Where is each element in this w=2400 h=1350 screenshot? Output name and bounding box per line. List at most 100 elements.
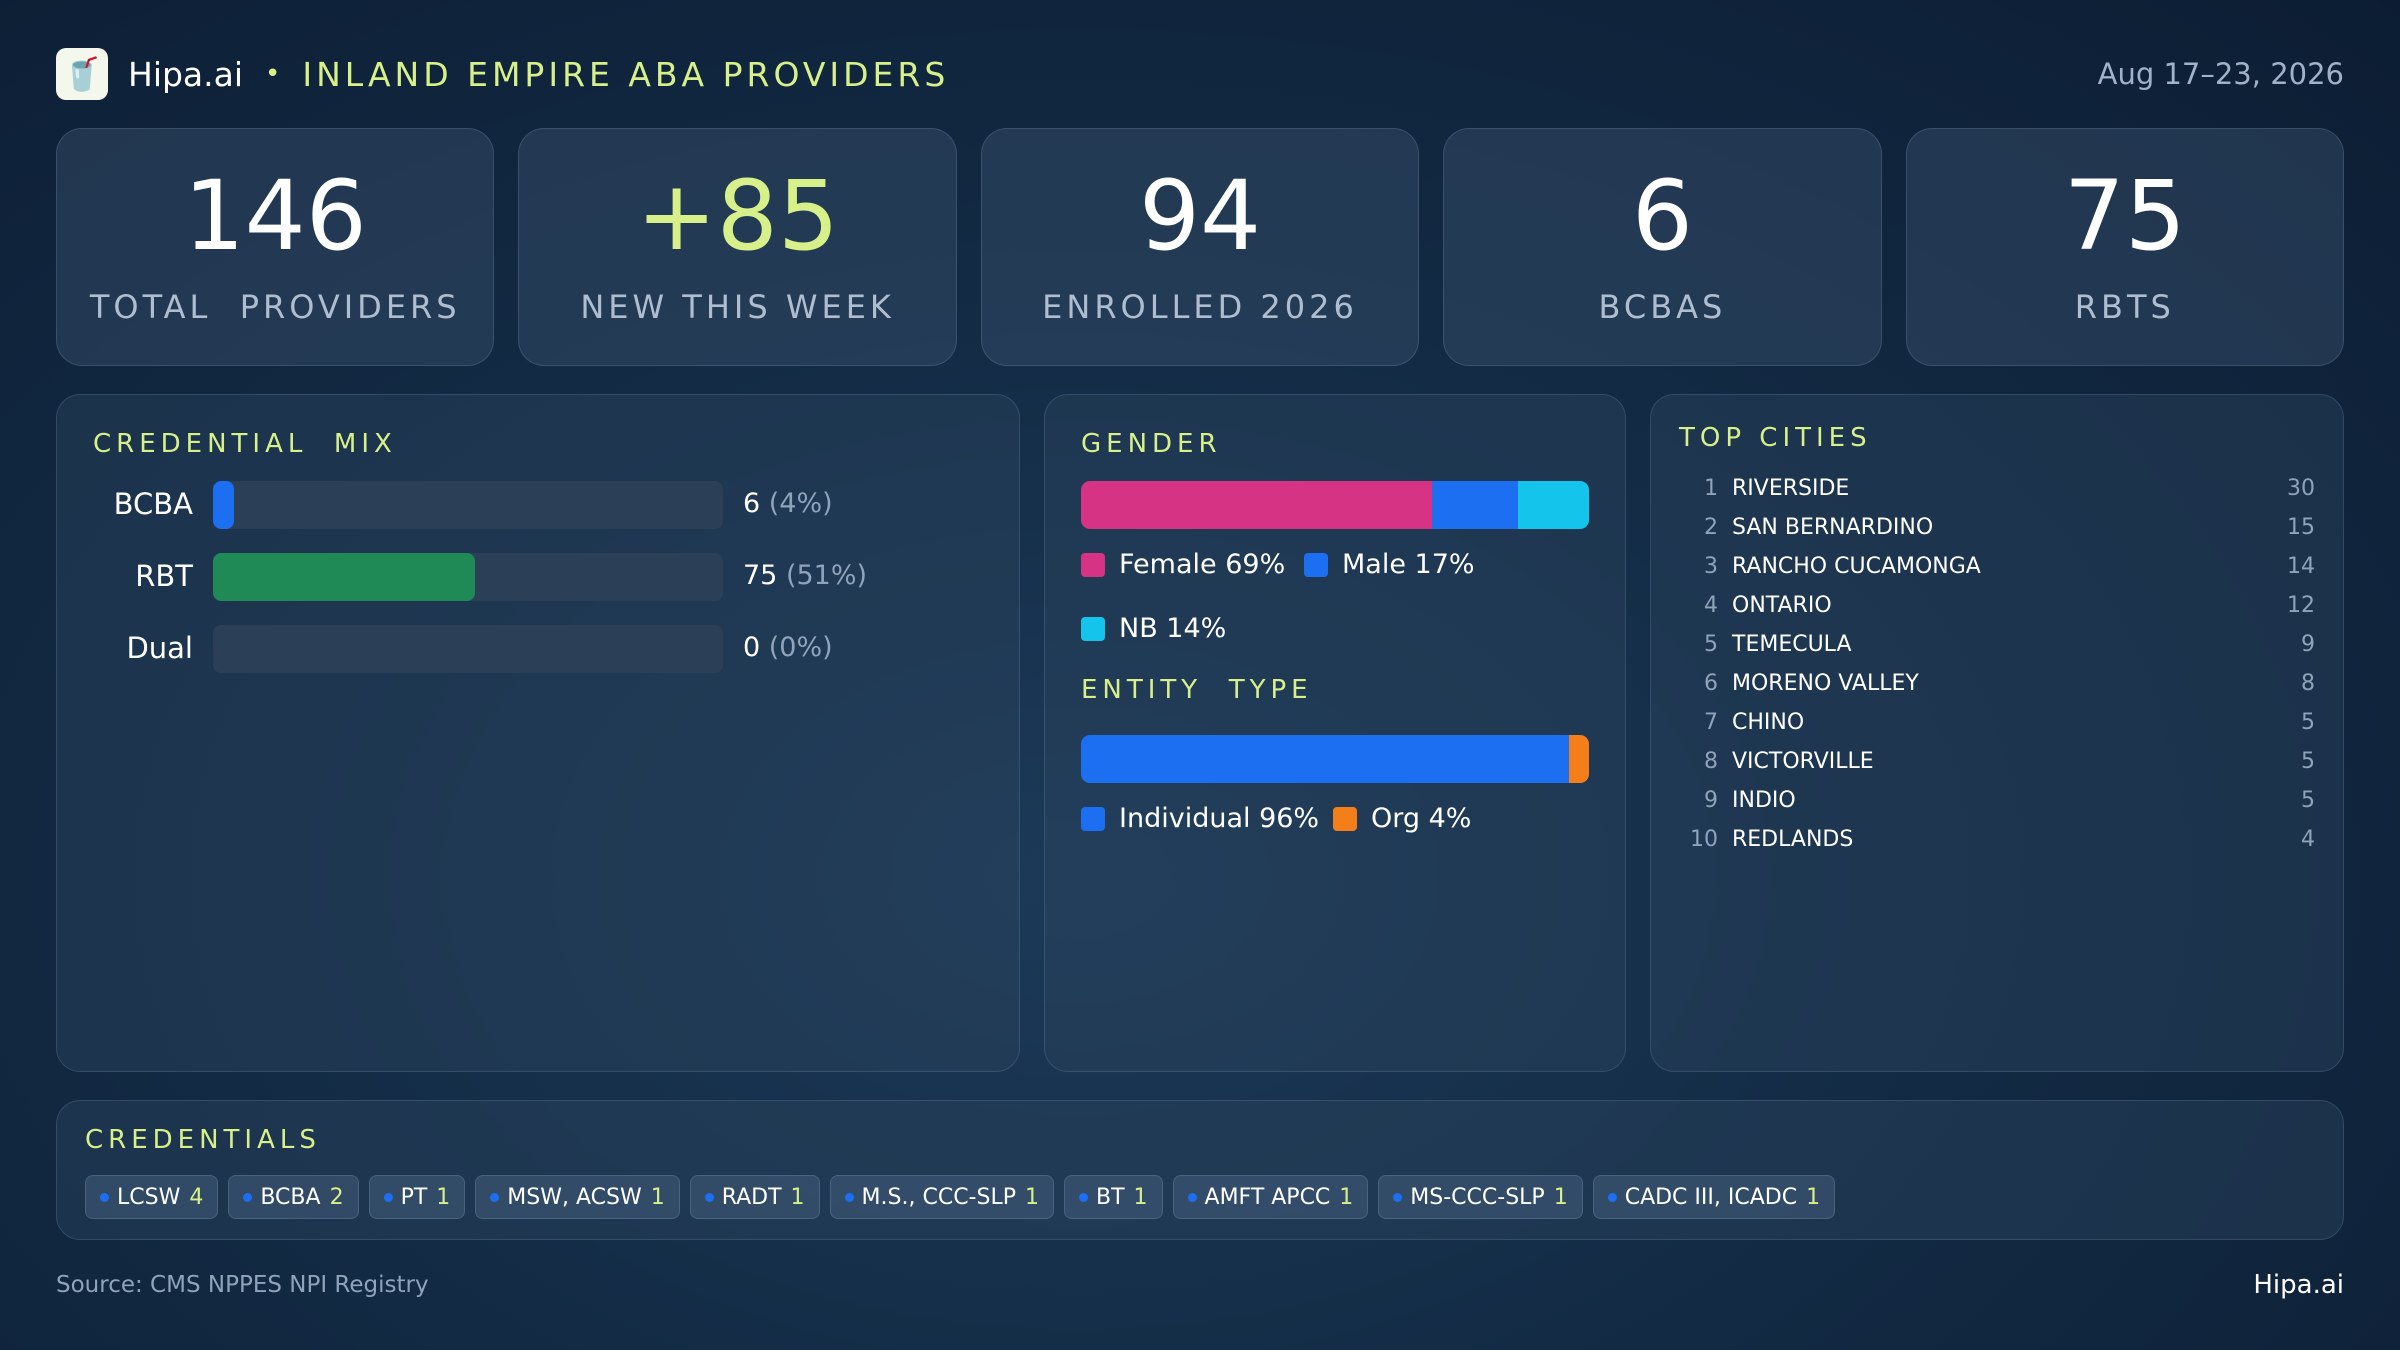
city-count: 12 — [2287, 593, 2315, 618]
legend-item: Org 4% — [1333, 803, 1471, 834]
chip-count: 1 — [650, 1184, 665, 1210]
kpi-value: 146 — [183, 160, 367, 272]
credential-mix-panel: CREDENTIAL MIX BCBA 6 (4%) RBT 75 (51%) Dual… — [56, 394, 1020, 1072]
bar-segment — [1081, 735, 1569, 783]
credential-chip: LCSW 4 — [85, 1175, 219, 1219]
credential-chip: MSW, ACSW 1 — [475, 1175, 680, 1219]
chip-label: MS-CCC-SLP — [1410, 1184, 1545, 1210]
bar — [213, 481, 234, 529]
city-name: REDLANDS — [1732, 827, 1854, 852]
panel-title: CREDENTIALS — [85, 1125, 321, 1155]
list-item: 9 INDIO 5 — [1651, 781, 2343, 820]
dot-icon — [490, 1192, 500, 1202]
dot-icon — [1607, 1192, 1617, 1202]
kpi-value: 75 — [2063, 160, 2186, 272]
footer-brand: Hipa.ai — [2253, 1270, 2344, 1300]
city-count: 8 — [2301, 671, 2315, 696]
dot-icon — [844, 1192, 854, 1202]
bar-track — [213, 553, 723, 601]
dot-icon — [1078, 1192, 1088, 1202]
chip-label: PT — [400, 1184, 428, 1210]
source-note: Source: CMS NPPES NPI Registry — [56, 1272, 429, 1298]
panel-title: TOP CITIES — [1679, 423, 1872, 453]
list-item: 4 ONTARIO 12 — [1651, 586, 2343, 625]
chip-label: LCSW — [117, 1184, 181, 1210]
credential-chip: AMFT APCC 1 — [1172, 1175, 1369, 1219]
kpi-card-rbts: 75 RBTS — [1905, 128, 2345, 366]
chip-label: RADT — [721, 1184, 782, 1210]
list-item: 2 SAN BERNARDINO 15 — [1651, 508, 2343, 547]
city-name: ONTARIO — [1732, 593, 1832, 618]
credential-chip: BT 1 — [1063, 1175, 1163, 1219]
chip-count: 1 — [1806, 1184, 1821, 1210]
bar-segment — [1517, 481, 1589, 529]
list-item: 6 MORENO VALLEY 8 — [1651, 664, 2343, 703]
legend-label: Org 4% — [1371, 803, 1472, 834]
chip-count: 1 — [790, 1184, 805, 1210]
legend-item: Female 69% — [1081, 549, 1285, 580]
kpi-value: 94 — [1138, 160, 1262, 272]
chip-label: AMFT APCC — [1204, 1184, 1331, 1210]
chip-label: BCBA — [260, 1184, 321, 1210]
dot-icon — [100, 1192, 109, 1202]
city-name: TEMECULA — [1732, 632, 1852, 657]
kpi-card-bcbas: 6 BCBAS — [1443, 128, 1882, 366]
chip-label: MSW, ACSW — [507, 1184, 642, 1210]
kpi-label: ENROLLED 2026 — [1042, 288, 1358, 326]
legend-label: Male 17% — [1342, 549, 1475, 580]
gender-entity-panel: GENDER Female 69% Male 17% NB 14% ENTITY T… — [1044, 394, 1626, 1072]
bar-track — [213, 481, 723, 529]
city-rank: 3 — [1704, 554, 1718, 579]
chip-count: 1 — [436, 1184, 451, 1210]
credentials-panel: CREDENTIALS LCSW 4 BCBA 2 PT 1 MSW, ACSW 1 RADT 1… — [56, 1100, 2344, 1240]
legend-swatch — [1304, 552, 1328, 577]
credential-chip: CADC III, ICADC 1 — [1592, 1175, 1836, 1219]
legend-label: Individual 96% — [1119, 803, 1320, 834]
percent-text: (0%) — [768, 632, 833, 663]
credential-chip: BCBA 2 — [228, 1175, 359, 1219]
chip-count: 1 — [1024, 1184, 1039, 1210]
credential-chip: M.S., CCC-SLP 1 — [829, 1175, 1054, 1219]
city-count: 5 — [2301, 749, 2315, 774]
legend-swatch — [1333, 806, 1357, 831]
value-text: 6 — [743, 488, 769, 519]
city-count: 15 — [2287, 515, 2315, 540]
chip-label: CADC III, ICADC — [1624, 1184, 1798, 1210]
city-rank: 5 — [1704, 632, 1718, 657]
legend-swatch — [1081, 616, 1105, 641]
kpi-card-total-providers: 146 TOTAL PROVIDERS — [56, 128, 495, 366]
stacked-bar — [1081, 735, 1589, 783]
city-name: INDIO — [1732, 788, 1796, 813]
city-rank: 6 — [1704, 671, 1718, 696]
chip-count: 1 — [1339, 1184, 1354, 1210]
panel-title: ENTITY TYPE — [1081, 675, 1313, 705]
city-count: 30 — [2287, 476, 2315, 501]
dot-icon — [383, 1192, 393, 1202]
city-name: RANCHO CUCAMONGA — [1732, 554, 1981, 579]
title-separator: • — [265, 59, 281, 89]
chip-count: 1 — [1553, 1184, 1568, 1210]
city-count: 5 — [2301, 710, 2315, 735]
bar-segment — [1431, 481, 1518, 529]
kpi-label: BCBAS — [1598, 288, 1727, 326]
credential-chips: LCSW 4 BCBA 2 PT 1 MSW, ACSW 1 RADT 1 M.S., CCC-SL… — [85, 1175, 1836, 1219]
percent-text: (4%) — [768, 488, 833, 519]
brand-name: Hipa.ai — [128, 54, 244, 94]
city-count: 5 — [2301, 788, 2315, 813]
city-name: CHINO — [1732, 710, 1805, 735]
city-rank: 1 — [1704, 476, 1718, 501]
date-range: Aug 17–23, 2026 — [2097, 57, 2344, 91]
bar — [213, 553, 475, 601]
city-count: 4 — [2301, 827, 2315, 852]
kpi-card-enrolled: 94 ENROLLED 2026 — [980, 128, 1420, 366]
city-name: RIVERSIDE — [1732, 476, 1850, 501]
data-label: 75 (51%) — [743, 560, 867, 591]
panel-title: GENDER — [1081, 429, 1222, 459]
list-item: 10 REDLANDS 4 — [1651, 820, 2343, 859]
stacked-bar — [1081, 481, 1589, 529]
legend-label: Female 69% — [1119, 549, 1286, 580]
bar-label: Dual — [126, 631, 193, 665]
city-count: 9 — [2301, 632, 2315, 657]
city-count: 14 — [2287, 554, 2315, 579]
value-text: 75 — [743, 560, 786, 591]
